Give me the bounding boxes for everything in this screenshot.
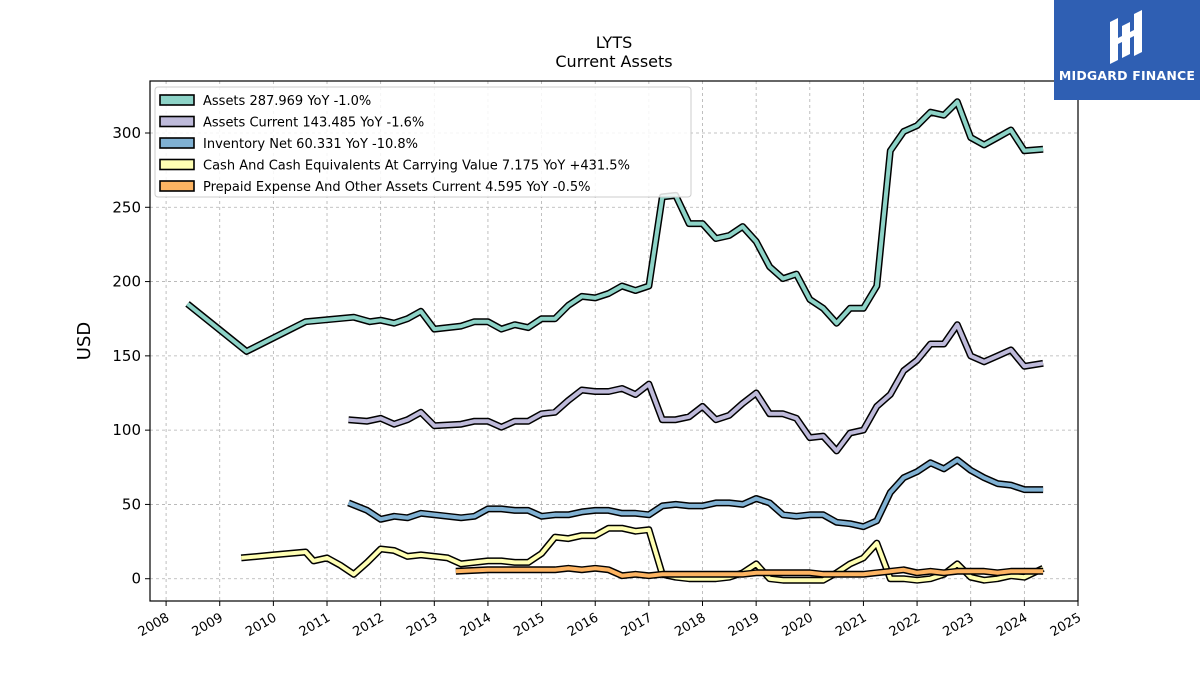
legend-label-3: Cash And Cash Equivalents At Carrying Va…: [203, 159, 630, 174]
legend-label-0: Assets 287.969 YoY -1.0%: [203, 94, 371, 109]
x-tick-label: 2011: [297, 610, 333, 640]
x-tick-label: 2022: [887, 610, 923, 640]
series-line-1: [348, 322, 1044, 453]
x-tick-label: 2025: [1048, 610, 1084, 640]
series-line-2: [347, 457, 1044, 529]
y-tick-label: 0: [131, 570, 141, 588]
y-axis-label: USD: [74, 322, 95, 360]
series-line-4: [455, 566, 1044, 578]
legend-swatch-2: [159, 137, 195, 149]
y-tick-label: 300: [112, 124, 141, 142]
y-tick-label: 200: [112, 273, 141, 291]
x-tick-label: 2023: [941, 610, 977, 640]
legend-swatch-0: [159, 94, 195, 106]
logo-text: MIDGARD FINANCE: [1058, 68, 1196, 83]
series-line-0: [186, 99, 1044, 354]
x-tick-label: 2024: [994, 610, 1030, 640]
legend-label-1: Assets Current 143.485 YoY -1.6%: [203, 116, 424, 131]
y-tick-label: 100: [112, 421, 141, 439]
legend-swatch-3: [159, 158, 195, 171]
chart-title: LYTS: [596, 33, 633, 52]
legend-swatch-1: [159, 115, 195, 128]
midgard-finance-logo: MIDGARD FINANCE: [1054, 0, 1200, 100]
legend-label-4: Prepaid Expense And Other Assets Current…: [203, 180, 590, 195]
x-tick-label: 2010: [243, 610, 279, 640]
x-tick-label: 2020: [780, 610, 816, 640]
series-lines: [185, 98, 1045, 584]
y-tick-label: 150: [112, 347, 141, 365]
x-tick-label: 2009: [190, 610, 226, 640]
logo-mark-icon: [1110, 10, 1142, 64]
x-tick-label: 2019: [726, 610, 762, 640]
x-tick-label: 2018: [672, 610, 708, 640]
legend: Assets 287.969 YoY -1.0% Assets Current 1…: [154, 86, 692, 198]
y-tick-label: 250: [112, 198, 141, 216]
legend-box: [154, 86, 692, 198]
x-tick-label: 2017: [619, 610, 655, 640]
axis-ticks: 2008 2009 2010 2011 2012 2013 2014 2015 2016 2017…: [112, 124, 1084, 640]
x-tick-label: 2008: [136, 610, 172, 640]
x-tick-label: 2013: [404, 610, 440, 640]
y-tick-label: 50: [122, 495, 141, 513]
x-tick-label: 2012: [350, 610, 386, 640]
chart-subtitle: Current Assets: [555, 52, 672, 71]
legend-label-2: Inventory Net 60.331 YoY -10.8%: [203, 137, 418, 152]
plot-frame: [149, 80, 1079, 602]
x-tick-label: 2014: [458, 610, 494, 640]
legend-swatch-4: [159, 180, 195, 192]
x-tick-label: 2021: [833, 610, 869, 640]
x-tick-label: 2016: [565, 610, 601, 640]
series-line-3: [241, 526, 1044, 583]
x-tick-label: 2015: [511, 610, 547, 640]
